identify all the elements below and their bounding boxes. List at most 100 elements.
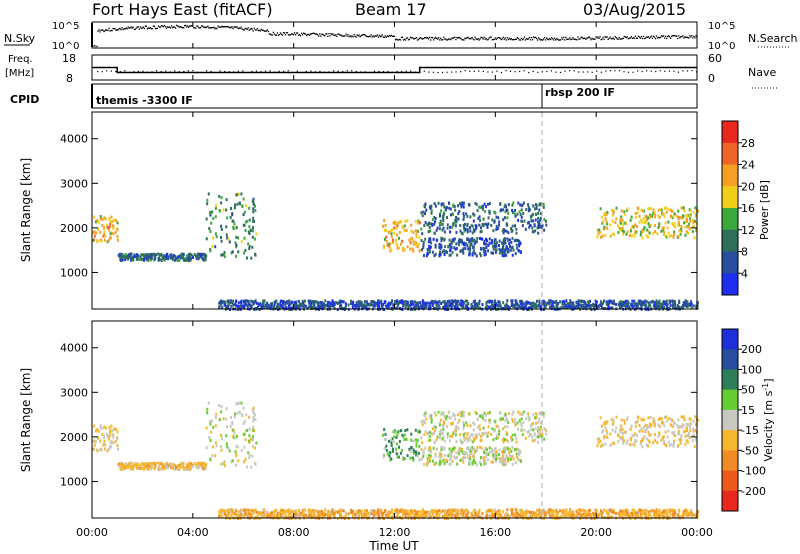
nsky-point: [499, 37, 501, 39]
velocity-echo: [690, 509, 693, 513]
velocity-echo: [692, 513, 695, 517]
nsky-point: [123, 28, 125, 30]
power-echo: [448, 243, 451, 247]
cpid-segment-rbsp: rbsp 200 IF: [545, 86, 615, 99]
power-echo: [475, 254, 478, 258]
nsky-point: [446, 39, 448, 41]
power-echo: [635, 225, 638, 229]
power-echo: [486, 300, 489, 304]
velocity-echo: [572, 510, 575, 514]
velocity-echo: [510, 436, 513, 440]
nsky-tick-max: 10^5: [52, 21, 79, 32]
power-echo: [656, 232, 659, 236]
power-echo: [281, 304, 284, 308]
power-echo: [356, 304, 359, 308]
nsky-point: [585, 38, 587, 41]
power-echo: [667, 231, 670, 235]
power-echo: [498, 239, 501, 243]
power-echo: [633, 304, 636, 308]
velocity-echo: [329, 511, 332, 515]
nave-point: [305, 70, 307, 73]
power-echo: [513, 239, 516, 243]
nsky-point: [121, 27, 123, 29]
nsky-point: [285, 32, 288, 34]
power-echo: [486, 202, 489, 206]
nave-point: [491, 71, 494, 73]
nave-point: [337, 70, 339, 72]
velocity-echo: [669, 508, 672, 512]
power-echo: [688, 227, 691, 231]
nsky-point: [693, 35, 695, 38]
power-echo: [595, 300, 598, 304]
power-echo: [524, 227, 527, 231]
power-echo: [407, 305, 410, 309]
velocity-echo: [466, 432, 469, 436]
power-echo: [625, 232, 628, 236]
power-echo: [207, 192, 210, 196]
velocity-echo: [116, 437, 119, 441]
power-echo: [360, 300, 363, 304]
power-echo: [413, 308, 416, 312]
velocity-echo: [380, 511, 383, 515]
velocity-echo: [478, 511, 481, 515]
nsky-point: [255, 29, 257, 31]
power-echo: [436, 226, 439, 230]
nsky-point: [509, 38, 512, 41]
velocity-echo: [191, 464, 194, 468]
velocity-echo: [350, 510, 353, 514]
velocity-echo: [672, 512, 675, 516]
nsky-point: [566, 38, 568, 40]
velocity-echo: [184, 467, 187, 471]
power-echo: [526, 301, 529, 305]
power-echo: [269, 302, 272, 306]
velocity-echo: [474, 515, 477, 519]
power-echo: [565, 299, 568, 303]
velocity-echo: [373, 511, 376, 515]
power-echo: [454, 299, 457, 303]
power-echo: [634, 229, 637, 233]
power-echo: [445, 215, 448, 219]
nsky-point: [306, 34, 308, 37]
nsky-point: [332, 33, 334, 35]
power-echo: [626, 299, 629, 303]
power-echo: [438, 306, 441, 310]
nsky-point: [334, 34, 336, 37]
power-echo: [459, 201, 462, 205]
nave-point: [133, 71, 135, 73]
velocity-echo: [452, 430, 455, 434]
velocity-echo: [539, 425, 542, 429]
power-echo: [332, 302, 335, 306]
power-echo: [503, 252, 506, 256]
power-echo: [474, 302, 477, 306]
power-echo: [140, 257, 143, 261]
nsky-point: [403, 38, 406, 40]
power-echo: [661, 212, 664, 216]
power-echo: [597, 232, 600, 236]
velocity-echo: [449, 434, 452, 438]
nsky-point: [632, 37, 635, 39]
power-echo: [389, 242, 392, 246]
power-echo: [245, 204, 248, 208]
power-echo: [99, 215, 102, 219]
velocity-echo: [631, 508, 634, 512]
velocity-echo: [455, 508, 458, 512]
nsky-point: [211, 27, 213, 29]
power-echo: [590, 308, 593, 312]
power-echo: [144, 253, 147, 257]
velocity-echo: [538, 510, 541, 514]
power-echo: [218, 194, 221, 198]
nsky-point: [502, 36, 504, 39]
power-echo: [507, 203, 510, 207]
power-echo: [417, 242, 420, 246]
velocity-echo: [396, 430, 399, 434]
velocity-echo: [371, 509, 374, 513]
nsky-point: [272, 31, 275, 33]
power-echo: [443, 305, 446, 309]
nsky-point: [105, 28, 107, 31]
velocity-echo: [233, 415, 236, 419]
power-echo: [681, 216, 684, 220]
nsky-point: [178, 26, 181, 28]
velocity-echo: [149, 461, 152, 465]
power-echo: [498, 247, 501, 251]
nsky-point: [324, 35, 326, 37]
